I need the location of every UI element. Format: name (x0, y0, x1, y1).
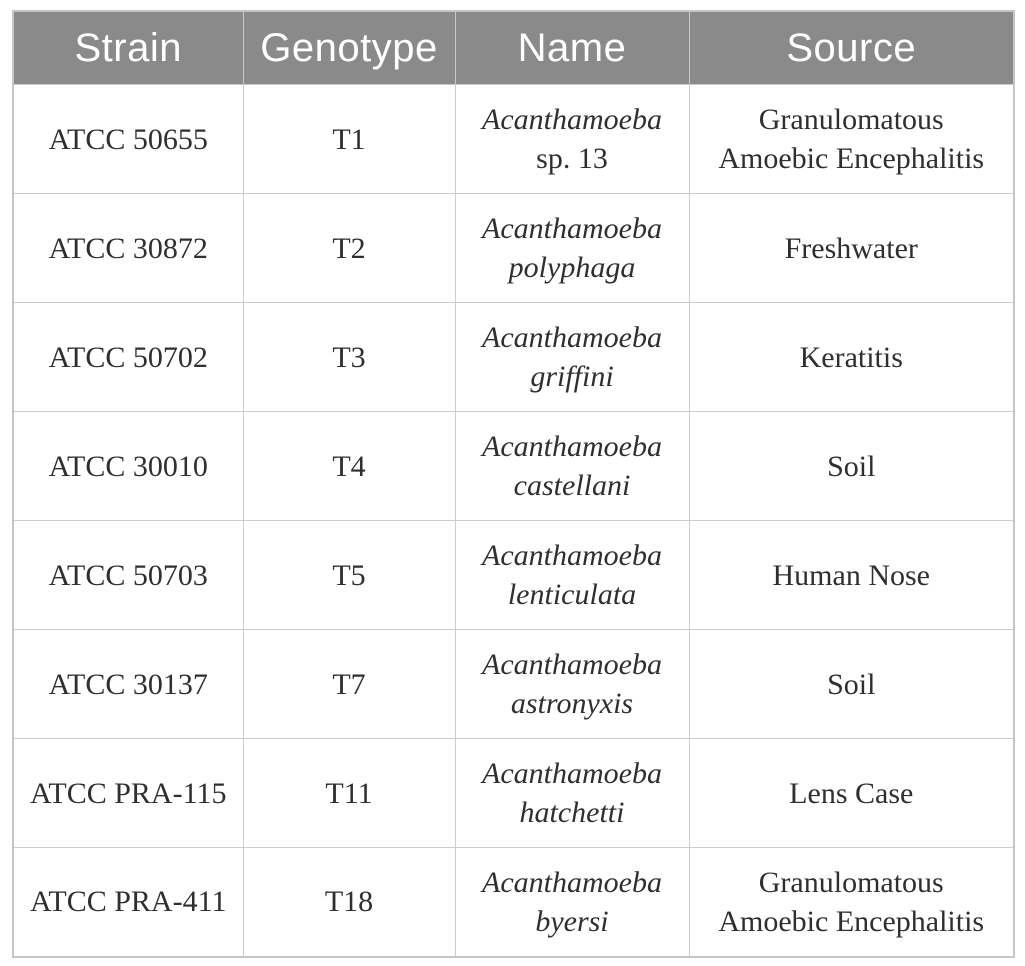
cell-genotype: T11 (242, 738, 456, 848)
cell-source: Granulomatous Amoebic Encephalitis (688, 84, 1015, 194)
cell-source: Human Nose (688, 520, 1015, 630)
species-epithet: polyphaga (508, 251, 636, 284)
cell-name: Acanthamoeba lenticulata (454, 520, 690, 630)
cell-strain: ATCC 50702 (12, 302, 244, 412)
cell-genotype: T5 (242, 520, 456, 630)
species-genus: Acanthamoeba (482, 757, 662, 790)
species-genus: Acanthamoeba (482, 539, 662, 572)
cell-name: Acanthamoeba polyphaga (454, 193, 690, 303)
cell-name: Acanthamoeba astronyxis (454, 629, 690, 739)
cell-genotype: T4 (242, 411, 456, 521)
table-row: ATCC 50702 T3 Acanthamoeba griffini Kera… (12, 302, 1015, 412)
species-epithet: byersi (535, 904, 609, 938)
cell-strain: ATCC 30137 (12, 629, 244, 739)
cell-source: Keratitis (688, 302, 1015, 412)
cell-strain: ATCC PRA-411 (12, 847, 244, 957)
table-row: ATCC 30872 T2 Acanthamoeba polyphaga Fre… (12, 193, 1015, 303)
cell-strain: ATCC 50655 (12, 84, 244, 194)
species-genus: Acanthamoeba (482, 212, 662, 245)
cell-genotype: T3 (242, 302, 456, 412)
species-genus: Acanthamoeba (482, 648, 662, 681)
cell-name: Acanthamoeba hatchetti (454, 738, 690, 848)
cell-genotype: T2 (242, 193, 456, 303)
species-epithet: astronyxis (510, 687, 634, 720)
species-genus: Acanthamoeba (482, 865, 662, 899)
cell-strain: ATCC PRA-115 (12, 738, 244, 848)
table-row: ATCC 50655 T1 Acanthamoeba sp. 13 Granul… (12, 84, 1015, 194)
species-genus: Acanthamoeba (482, 430, 662, 463)
species-epithet: griffini (530, 360, 614, 393)
cell-name: Acanthamoeba sp. 13 (454, 84, 690, 194)
cell-source: Soil (688, 411, 1015, 521)
table-row: ATCC 30137 T7 Acanthamoeba astronyxis So… (12, 629, 1015, 739)
table-row: ATCC PRA-411 T18 Acanthamoeba byersi Gra… (12, 847, 1015, 957)
table-header-row: Strain Genotype Name Source (12, 10, 1015, 85)
cell-source: Freshwater (688, 193, 1015, 303)
species-epithet: lenticulata (507, 578, 637, 611)
strain-table: Strain Genotype Name Source ATCC 50655 T… (12, 10, 1015, 958)
cell-source: Soil (688, 629, 1015, 739)
species-epithet: castellani (513, 469, 631, 502)
cell-strain: ATCC 30010 (12, 411, 244, 521)
column-header-genotype: Genotype (242, 10, 456, 85)
species-epithet: hatchetti (519, 796, 625, 829)
cell-genotype: T18 (242, 847, 456, 957)
cell-name: Acanthamoeba griffini (454, 302, 690, 412)
table-row: ATCC PRA-115 T11 Acanthamoeba hatchetti … (12, 738, 1015, 848)
column-header-source: Source (688, 10, 1015, 85)
species-epithet: sp. 13 (536, 142, 608, 175)
cell-strain: ATCC 50703 (12, 520, 244, 630)
column-header-strain: Strain (12, 10, 244, 85)
cell-source: Granulomatous Amoebic Encephalitis (688, 847, 1015, 957)
species-genus: Acanthamoeba (482, 321, 662, 354)
cell-source: Lens Case (688, 738, 1015, 848)
cell-genotype: T7 (242, 629, 456, 739)
cell-name: Acanthamoeba byersi (454, 847, 690, 957)
species-genus: Acanthamoeba (482, 103, 662, 136)
table-row: ATCC 30010 T4 Acanthamoeba castellani So… (12, 411, 1015, 521)
table-row: ATCC 50703 T5 Acanthamoeba lenticulata H… (12, 520, 1015, 630)
cell-genotype: T1 (242, 84, 456, 194)
column-header-name: Name (454, 10, 690, 85)
cell-strain: ATCC 30872 (12, 193, 244, 303)
cell-name: Acanthamoeba castellani (454, 411, 690, 521)
